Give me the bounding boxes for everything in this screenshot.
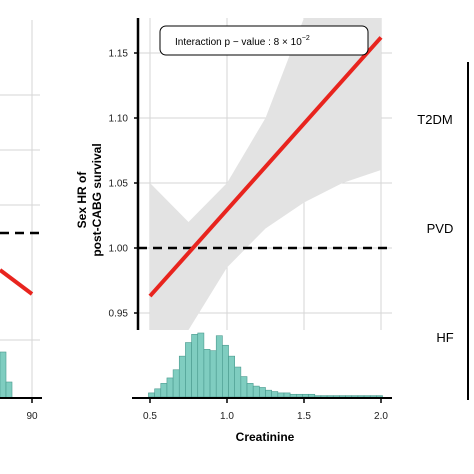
histogram-bar [308,393,316,398]
histogram-bar [339,395,346,398]
y-axis-title-line1: Sex HR of [75,171,89,229]
histogram-bar [215,335,223,398]
histogram-bar [160,383,168,398]
histogram-bar [332,395,340,398]
histogram-bar [265,389,272,398]
histogram-bar [191,334,199,398]
right-panel-label-t2dm: T2DM [417,112,452,127]
x-tick-label: 1.0 [220,411,234,422]
histogram-bar [148,392,155,398]
right-panel-label-hf: HF [436,330,453,345]
histogram-bar [185,342,192,398]
histogram-bar [271,391,279,398]
left-panel-fit-line [0,268,34,296]
right-panel-label-pvd: PVD [427,221,454,236]
y-axis-ticks: 0.951.001.051.101.151.20 [109,49,138,320]
histogram-bar [222,344,229,398]
histogram-bar [209,350,217,398]
histogram-bar [295,393,303,398]
histogram-bar [234,366,242,398]
annotation-prefix: Interaction p − value : 8 × 10 [175,37,302,48]
histogram-bar [369,395,377,398]
y-tick-label: 0.95 [109,309,129,320]
left-panel: 90 [0,20,42,422]
annotation-text: Interaction p − value : 8 × 10−2 [175,35,310,48]
histogram-bar [277,392,285,398]
histogram-bar [166,377,174,398]
histogram-bar [259,387,266,398]
y-axis-title: Sex HR of post-CABG survival [75,143,104,256]
left-panel-x-tick-label: 90 [26,411,38,422]
left-panel-histogram-bar [5,381,13,399]
histogram-bar [376,395,383,398]
histogram [148,332,383,398]
histogram-bar [178,355,186,398]
histogram-bar [357,395,365,398]
fit-line [148,36,383,298]
x-tick-label: 2.0 [374,411,388,422]
histogram-bar [314,395,322,398]
histogram-bar [320,395,328,398]
histogram-bar [172,369,180,398]
annotation-frame [159,25,369,56]
histogram-bar [154,388,162,398]
histogram-bar [351,395,359,398]
y-tick-label: 1.15 [109,49,129,60]
histogram-bar [203,349,211,398]
x-tick-label: 1.5 [297,411,311,422]
annotation-exponent: −2 [302,35,310,42]
histogram-bar [363,395,371,398]
histogram-bar [326,395,334,398]
histogram-bar [240,376,248,398]
main-chart: 0.951.001.051.101.151.20 Sex HR of post-… [75,18,392,444]
y-tick-label: 1.05 [109,179,129,190]
histogram-bar [197,332,205,398]
y-tick-label: 1.00 [109,244,129,255]
histogram-bar [283,392,291,398]
right-panel: T2DM PVD HF [417,62,469,400]
x-axis-title: Creatinine [236,430,295,444]
annotation-box: Interaction p − value : 8 × 10−2 [159,25,369,56]
histogram-bar [228,355,235,398]
y-tick-label: 1.10 [109,114,129,125]
histogram-bar [302,393,309,398]
confidence-band [150,18,381,330]
left-panel-histogram-bar [0,351,7,399]
histogram-bar [252,385,260,398]
x-axis-ticks: 0.5 1.0 1.5 2.0 [143,398,388,422]
histogram-bar [246,383,254,398]
histogram-bar [345,395,353,398]
x-tick-label: 0.5 [143,411,157,422]
histogram-bar [289,393,297,398]
y-axis-title-line2: post-CABG survival [90,143,104,256]
